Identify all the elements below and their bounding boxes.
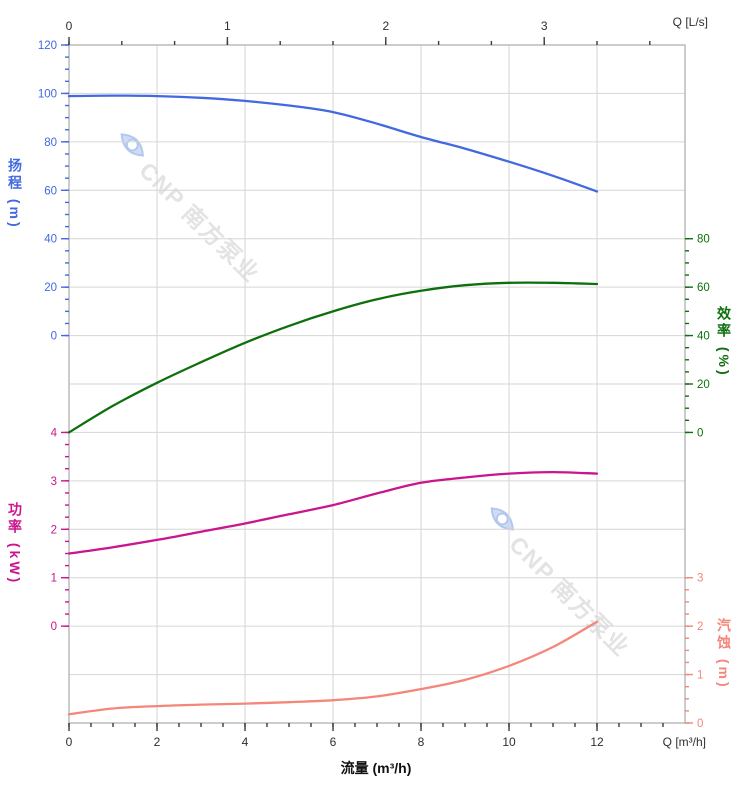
head-tick-label: 60 (44, 185, 57, 197)
watermark: CNP 南方泵业 (490, 507, 635, 662)
top-tick-label: 0 (66, 19, 73, 33)
power-tick-label: 4 (51, 427, 58, 439)
bottom-axis-unit-label: Q [m³/h] (662, 735, 706, 749)
npsh-tick-label: 3 (697, 573, 703, 585)
efficiency-tick-label: 0 (697, 427, 703, 439)
npsh-tick-label: 0 (697, 718, 703, 730)
watermark-text: CNP 南方泵业 (504, 531, 634, 661)
bottom-x-axis: 0 2 4 6 8 10 12 (66, 723, 664, 749)
power-curve (67, 470, 599, 555)
efficiency-axis-title: 效率 (%) (716, 306, 732, 378)
efficiency-curve (67, 281, 599, 434)
power-axis-title: 功率 (kW) (7, 502, 23, 586)
power-tick-label: 3 (51, 476, 57, 488)
head-tick-label: 40 (44, 234, 57, 246)
npsh-curve (67, 620, 599, 716)
npsh-tick-label: 2 (697, 621, 703, 633)
power-tick-label: 0 (51, 621, 57, 633)
efficiency-tick-label: 80 (697, 234, 710, 246)
head-tick-label: 120 (38, 40, 57, 52)
efficiency-tick-label: 40 (697, 331, 710, 343)
power-tick-label: 2 (51, 524, 57, 536)
head-axis: 120 100 80 60 40 20 0 (38, 40, 69, 343)
head-tick-label: 80 (44, 137, 57, 149)
power-axis: 4 3 2 1 0 (51, 427, 69, 633)
top-x-axis: 0 1 2 3 (66, 19, 651, 45)
bottom-tick-label: 12 (590, 735, 604, 749)
head-curve (67, 94, 599, 193)
top-tick-label: 3 (541, 19, 548, 33)
flow-axis-title: 流量 (m³/h) (340, 760, 412, 776)
npsh-axis: 3 2 1 0 (685, 573, 703, 730)
npsh-axis-title: 汽蚀 (m) (716, 618, 732, 690)
bottom-tick-label: 4 (242, 735, 249, 749)
top-tick-label: 2 (382, 19, 389, 33)
watermark-logo-icon (120, 133, 144, 157)
power-tick-label: 1 (51, 573, 57, 585)
top-axis-unit-label: Q [L/s] (672, 15, 708, 29)
head-tick-label: 100 (38, 88, 57, 100)
gridlines (69, 45, 685, 723)
bottom-tick-label: 6 (330, 735, 337, 749)
watermark: CNP 南方泵业 (120, 133, 265, 288)
efficiency-tick-label: 60 (697, 282, 710, 294)
bottom-tick-label: 8 (418, 735, 425, 749)
bottom-tick-label: 10 (502, 735, 516, 749)
npsh-tick-label: 1 (697, 670, 703, 682)
head-tick-label: 20 (44, 282, 57, 294)
head-tick-label: 0 (51, 331, 57, 343)
head-axis-title: 扬程 (m) (7, 158, 23, 230)
top-tick-label: 1 (224, 19, 231, 33)
efficiency-axis: 80 60 40 20 0 (685, 234, 710, 439)
bottom-tick-label: 0 (66, 735, 73, 749)
efficiency-tick-label: 20 (697, 379, 710, 391)
bottom-tick-label: 2 (154, 735, 161, 749)
